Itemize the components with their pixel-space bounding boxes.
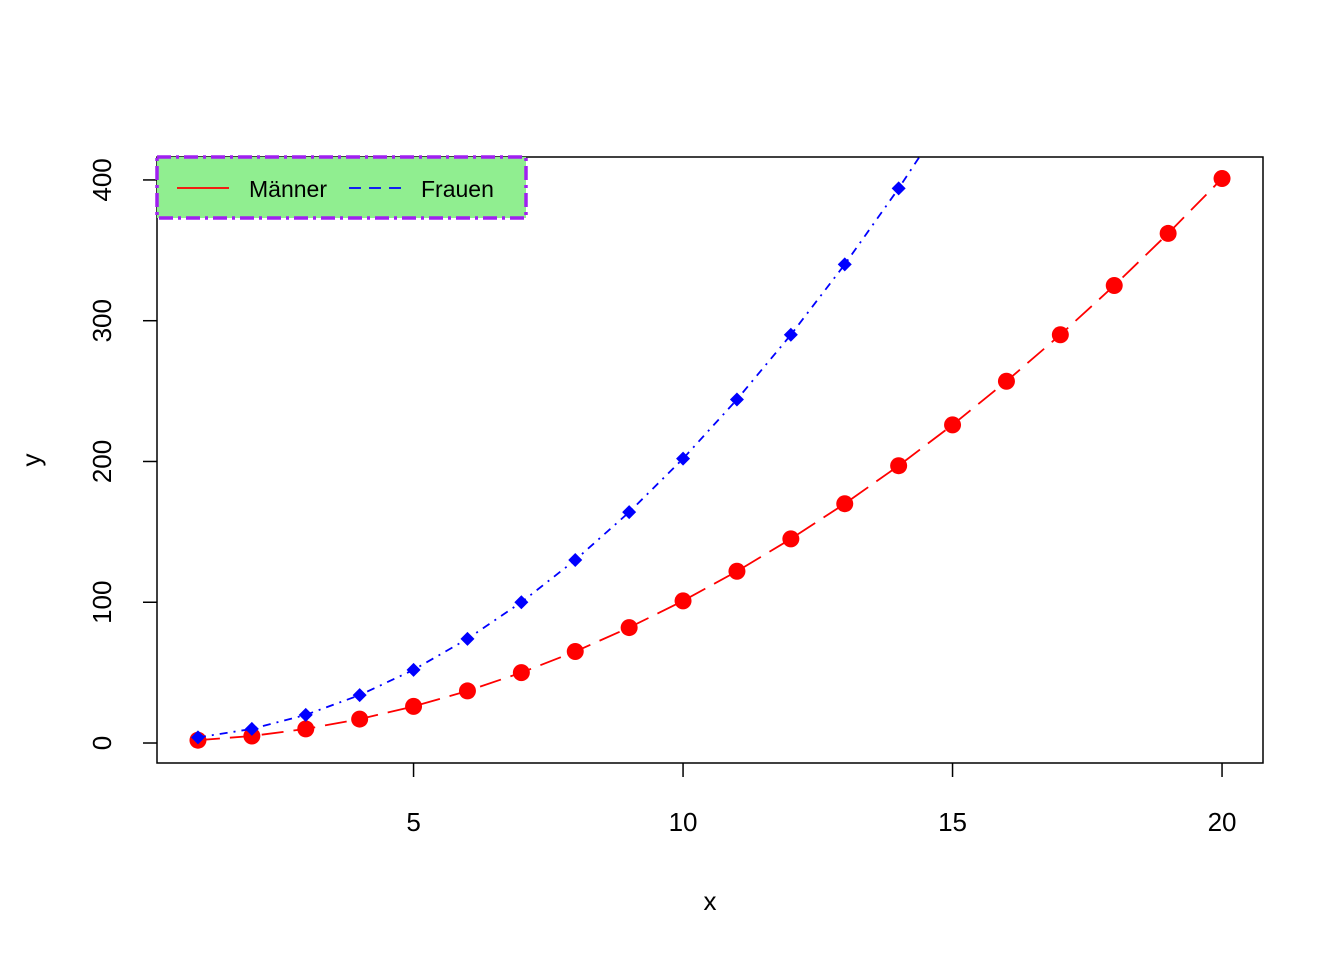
point xyxy=(728,562,746,580)
point xyxy=(1105,277,1123,295)
y-tick-label: 0 xyxy=(87,736,117,750)
point xyxy=(243,727,261,745)
point xyxy=(352,688,367,703)
point xyxy=(458,682,476,700)
point xyxy=(676,451,691,466)
plot-area xyxy=(189,12,1231,749)
y-tick-label: 400 xyxy=(87,158,117,201)
legend-label: Frauen xyxy=(421,176,494,202)
point xyxy=(514,595,529,610)
point xyxy=(836,495,854,513)
point xyxy=(999,12,1013,26)
x-tick-label: 15 xyxy=(938,807,967,837)
point xyxy=(190,730,205,745)
point xyxy=(946,100,960,114)
point xyxy=(729,392,744,407)
y-tick-label: 100 xyxy=(87,581,117,624)
point xyxy=(944,416,962,434)
point xyxy=(568,553,583,568)
point xyxy=(1051,326,1069,344)
point xyxy=(405,697,423,715)
series-line xyxy=(197,157,921,739)
point xyxy=(620,619,638,637)
point xyxy=(890,457,908,475)
x-tick-label: 5 xyxy=(406,807,420,837)
plot-frame xyxy=(156,156,1264,764)
point xyxy=(674,592,692,610)
point xyxy=(460,631,475,646)
x-axis-label: x xyxy=(704,886,717,916)
y-tick-label: 300 xyxy=(87,299,117,342)
point xyxy=(1213,170,1231,188)
point xyxy=(782,530,800,548)
legend-label: Männer xyxy=(249,176,327,202)
point xyxy=(622,505,637,520)
x-tick-label: 20 xyxy=(1208,807,1237,837)
series-line xyxy=(197,177,1223,742)
point xyxy=(298,707,313,722)
y-axis-label: y xyxy=(16,454,46,467)
y-tick-label: 200 xyxy=(87,440,117,483)
point xyxy=(297,720,315,738)
point xyxy=(891,181,906,196)
point xyxy=(351,710,369,728)
x-tick-label: 10 xyxy=(669,807,698,837)
point xyxy=(406,662,421,677)
point xyxy=(244,721,259,736)
point xyxy=(566,643,584,661)
point xyxy=(997,372,1015,390)
point xyxy=(1159,224,1177,242)
point xyxy=(837,257,852,272)
point xyxy=(783,327,798,342)
point xyxy=(512,664,530,682)
